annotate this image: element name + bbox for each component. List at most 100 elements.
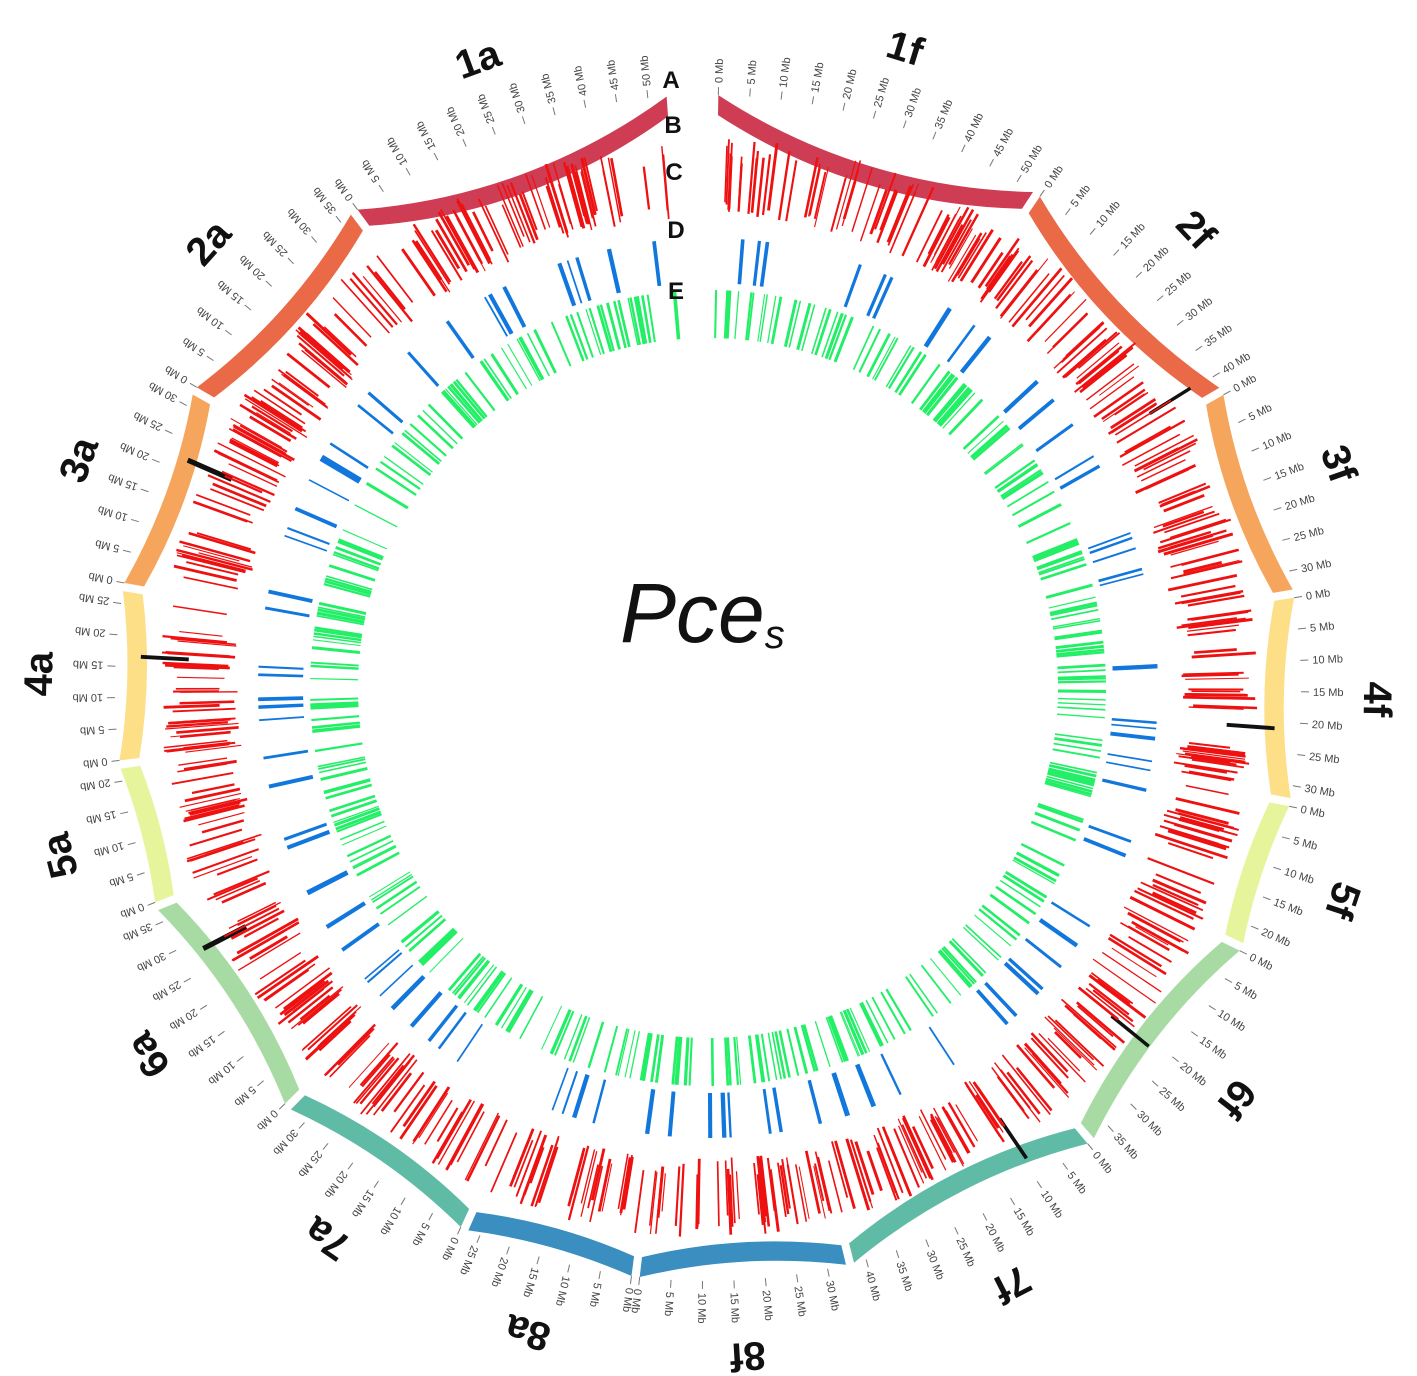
track-e-feature xyxy=(519,336,545,380)
track-c-feature xyxy=(545,185,562,228)
tick-mark xyxy=(1065,208,1071,216)
track-e-feature xyxy=(1048,767,1096,782)
track-c-feature xyxy=(281,373,329,409)
track-e-feature xyxy=(995,885,1037,916)
track-c-feature xyxy=(263,968,310,1002)
track-e-feature xyxy=(417,414,454,450)
track-e-feature xyxy=(788,300,802,348)
track-c-feature xyxy=(162,661,229,668)
track-d-feature xyxy=(390,974,426,1010)
track-c-feature xyxy=(1152,884,1197,906)
tick-mark xyxy=(1262,896,1271,901)
track-c-feature xyxy=(190,838,256,862)
track-e-feature xyxy=(1011,490,1055,517)
track-e-feature xyxy=(1015,853,1059,878)
track-e-feature xyxy=(733,1036,740,1085)
track-d-feature xyxy=(1083,837,1127,858)
track-c-feature xyxy=(1140,881,1204,912)
track-d-feature xyxy=(437,1011,467,1050)
track-c-feature xyxy=(834,1140,856,1209)
track-c-feature xyxy=(1026,293,1072,343)
track-e-feature xyxy=(1050,604,1098,617)
tick-mark xyxy=(1190,1031,1199,1037)
track-c-feature xyxy=(1164,512,1220,534)
track-e-feature xyxy=(1054,737,1103,747)
track-e-feature xyxy=(1000,469,1042,498)
track-e-feature xyxy=(1054,733,1103,742)
track-c-feature xyxy=(1167,829,1227,851)
tick-mark xyxy=(179,401,187,406)
track-c-feature xyxy=(897,1125,925,1184)
track-c-feature xyxy=(574,171,590,225)
track-e-feature xyxy=(1057,702,1106,706)
tick-label: 10 Mb xyxy=(1094,199,1123,230)
track-c-feature xyxy=(901,186,935,257)
track-c-feature xyxy=(292,980,334,1013)
tick-mark xyxy=(476,1235,481,1243)
track-c-feature xyxy=(580,1151,598,1217)
track-e-feature xyxy=(643,1033,653,1081)
track-c-feature xyxy=(1082,346,1134,389)
track-e-feature xyxy=(840,1011,861,1057)
chromosome-segment-6f xyxy=(1080,941,1240,1139)
track-c-feature xyxy=(1188,617,1253,629)
track-d-feature xyxy=(1092,547,1137,564)
track-c-feature xyxy=(999,1069,1031,1109)
track-c-feature xyxy=(1187,628,1236,637)
track-c-feature xyxy=(866,1150,883,1192)
track-e-feature xyxy=(938,949,973,988)
chromosome-label-8a: 8a xyxy=(500,1305,555,1360)
track-e-feature xyxy=(873,337,899,381)
track-e-feature xyxy=(759,294,769,343)
chromosome-label-6f: 6f xyxy=(1208,1071,1265,1127)
track-c-feature xyxy=(1133,889,1194,920)
track-c-feature xyxy=(231,437,280,464)
tick-mark xyxy=(120,811,129,815)
track-e-feature xyxy=(500,986,527,1029)
track-d-feature xyxy=(502,285,527,328)
track-d-feature xyxy=(1054,455,1095,481)
track-c-feature xyxy=(980,253,1014,300)
track-e-feature xyxy=(310,678,359,681)
track-c-feature xyxy=(1183,561,1223,574)
track-e-feature xyxy=(317,608,366,621)
track-c-feature xyxy=(411,239,448,293)
track-c-feature xyxy=(1107,402,1158,435)
track-d-feature xyxy=(759,241,770,287)
track-e-feature xyxy=(500,347,527,390)
track-c-feature xyxy=(228,440,278,468)
track-c-feature xyxy=(1188,706,1244,710)
tick-label: 30 Mb xyxy=(1300,558,1332,576)
track-c-feature xyxy=(947,1102,976,1148)
tick-mark xyxy=(224,329,232,336)
tick-mark xyxy=(1250,925,1259,930)
track-c-feature xyxy=(530,1144,554,1207)
track-c-feature xyxy=(287,986,334,1024)
track-e-feature xyxy=(796,302,812,351)
track-e-feature xyxy=(1034,811,1081,832)
track-c-feature xyxy=(759,1155,771,1227)
tick-label: 10 Mb xyxy=(377,1205,403,1237)
track-e-feature xyxy=(479,360,510,402)
tick-label: 25 Mb xyxy=(1163,269,1194,298)
tick-mark xyxy=(155,921,164,926)
track-c-feature xyxy=(1180,584,1236,598)
track-c-feature xyxy=(224,474,263,494)
track-c-feature xyxy=(525,174,547,230)
track-c-feature xyxy=(305,312,353,356)
tick-label: 15 Mb xyxy=(1313,687,1344,699)
track-c-feature xyxy=(435,1099,472,1160)
track-c-feature xyxy=(758,1157,767,1217)
track-e-feature xyxy=(760,1033,771,1082)
track-c-feature xyxy=(1184,693,1248,697)
track-c-feature xyxy=(995,259,1034,309)
tick-mark xyxy=(1107,1125,1114,1132)
track-e-feature xyxy=(484,977,513,1018)
track-e-feature xyxy=(318,602,367,615)
track-c-feature xyxy=(260,400,303,429)
tick-label: 20 Mb xyxy=(118,440,151,463)
track-e-feature xyxy=(859,1002,883,1047)
track-c-feature xyxy=(1128,935,1172,963)
tick-mark xyxy=(902,120,907,129)
track-d-feature xyxy=(561,1070,579,1115)
